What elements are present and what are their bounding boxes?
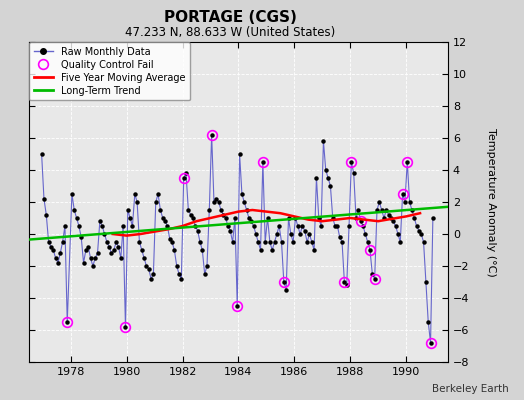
Text: PORTAGE (CGS): PORTAGE (CGS) <box>164 10 297 25</box>
Legend: Raw Monthly Data, Quality Control Fail, Five Year Moving Average, Long-Term Tren: Raw Monthly Data, Quality Control Fail, … <box>29 42 190 100</box>
Y-axis label: Temperature Anomaly (°C): Temperature Anomaly (°C) <box>486 128 496 276</box>
Text: Berkeley Earth: Berkeley Earth <box>432 384 508 394</box>
Text: 47.233 N, 88.633 W (United States): 47.233 N, 88.633 W (United States) <box>125 26 336 39</box>
